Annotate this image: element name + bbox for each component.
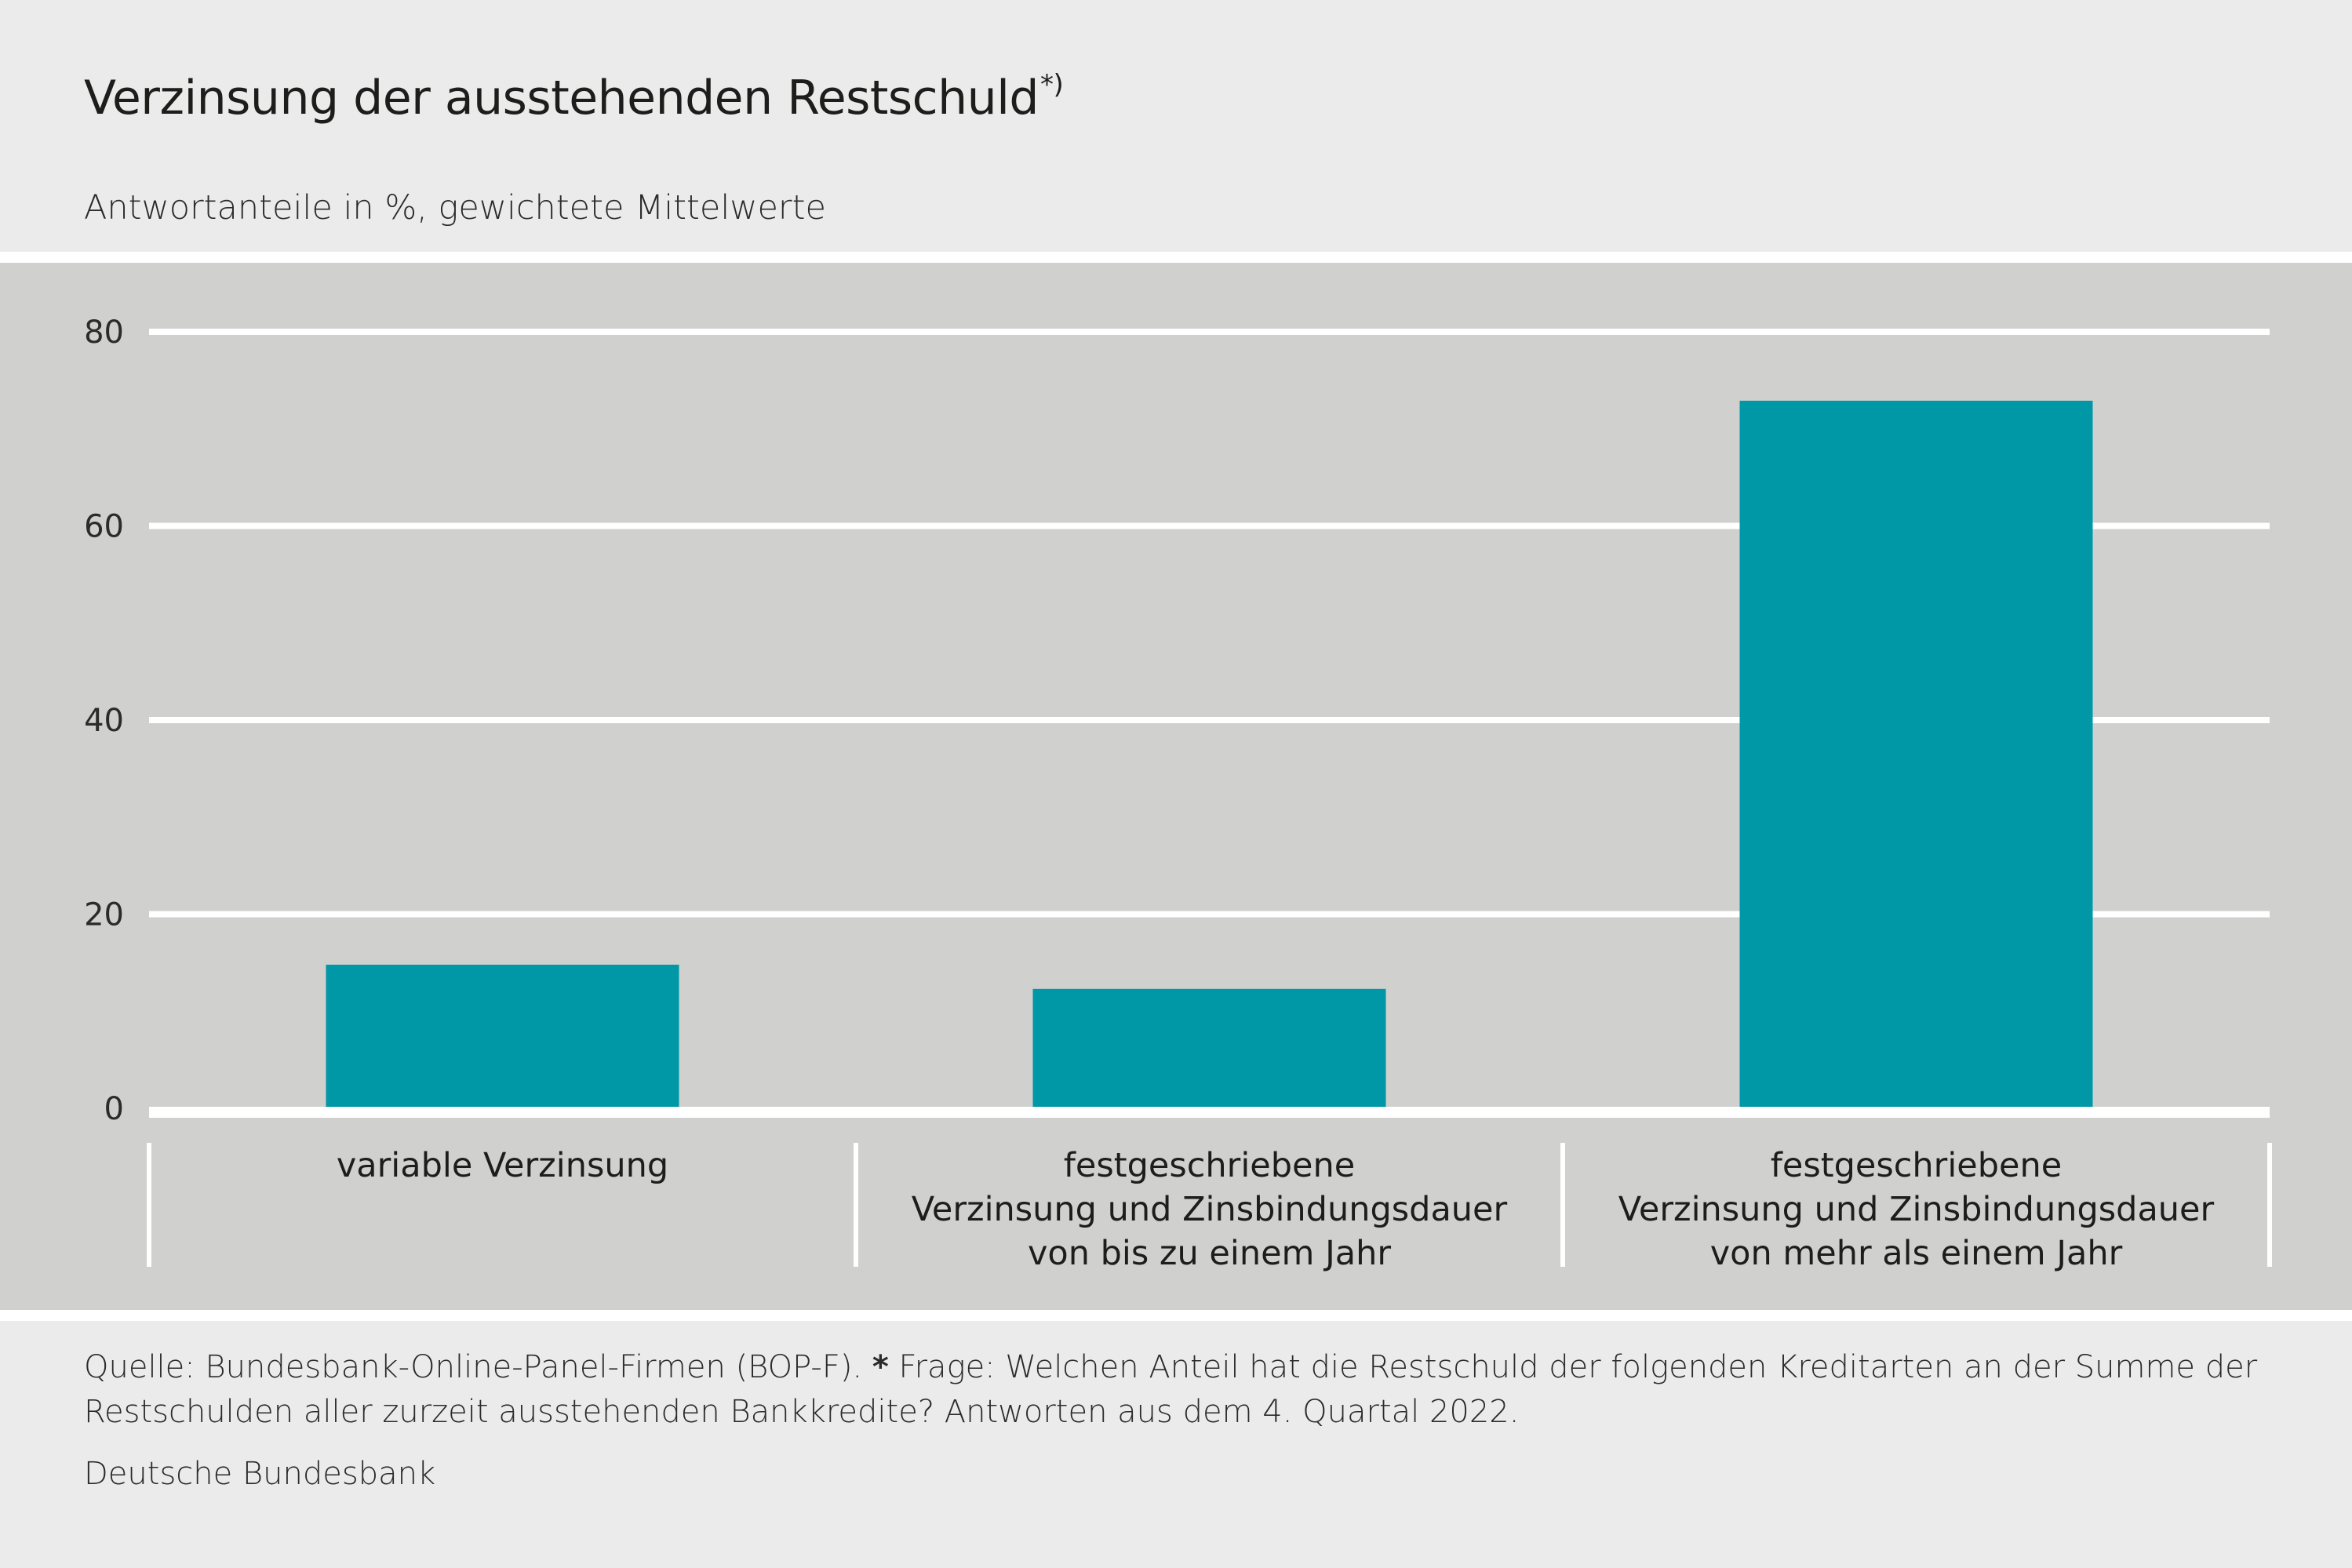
y-tick-label: 60 [84, 509, 124, 545]
chart-title-text: Verzinsung der ausstehenden Restschuld [84, 71, 1039, 126]
category-separator [147, 1143, 151, 1267]
title-footnote-marker: *) [1039, 69, 1064, 100]
chart-title: Verzinsung der ausstehenden Restschuld*) [84, 69, 1064, 126]
y-tick-label: 20 [84, 897, 124, 933]
category-separators [147, 1143, 2272, 1267]
y-tick-label: 80 [84, 315, 124, 351]
source-text: Quelle: Bundesbank-Online-Panel-Firmen (… [84, 1349, 863, 1385]
zero-line [149, 1107, 2270, 1118]
bar-chart: 0 20 40 60 80 variable Verzinsung festgeschri… [84, 315, 2272, 1273]
x-tick-label: von bis zu einem Jahr [1028, 1234, 1391, 1273]
top-divider [0, 252, 2352, 263]
gridline [149, 911, 2270, 918]
baseline [149, 1107, 2270, 1118]
y-tick-label: 40 [84, 703, 124, 739]
x-tick-label: Verzinsung und Zinsbindungsdauer [912, 1190, 1508, 1229]
chart-panel: 0 20 40 60 80 variable Verzinsung festgeschri… [0, 263, 2352, 1310]
category-separator [1560, 1143, 1565, 1267]
note-marker: * [872, 1349, 889, 1385]
y-tick-label: 0 [104, 1091, 124, 1127]
source-note: Quelle: Bundesbank-Online-Panel-Firmen (… [84, 1345, 2273, 1435]
chart-subtitle: Antwortanteile in %, gewichtete Mittelwe… [84, 188, 826, 227]
chart-footer: Quelle: Bundesbank-Online-Panel-Firmen (… [84, 1345, 2273, 1497]
bar [1032, 988, 1386, 1108]
category-separator [854, 1143, 858, 1267]
note-text: Frage: Welchen Anteil hat die Restschuld… [84, 1349, 2258, 1430]
bars [326, 400, 2093, 1108]
gridline [149, 522, 2270, 529]
x-tick-label: festgeschriebene [1064, 1146, 1355, 1185]
category-separator [2267, 1143, 2272, 1267]
gridline [149, 329, 2270, 335]
y-axis-ticks: 0 20 40 60 80 [84, 315, 124, 1127]
bar [1739, 400, 2093, 1108]
x-tick-label: Verzinsung und Zinsbindungsdauer [1618, 1190, 2215, 1229]
gridline [149, 717, 2270, 723]
bar [326, 964, 679, 1108]
x-tick-label: festgeschriebene [1771, 1146, 2062, 1185]
credit: Deutsche Bundesbank [84, 1456, 436, 1492]
gridlines [149, 329, 2270, 918]
x-tick-label: variable Verzinsung [337, 1146, 668, 1185]
x-tick-label: von mehr als einem Jahr [1710, 1234, 2123, 1273]
x-axis-labels: variable Verzinsung festgeschriebene Verzi… [337, 1146, 2215, 1273]
bottom-divider [0, 1310, 2352, 1321]
